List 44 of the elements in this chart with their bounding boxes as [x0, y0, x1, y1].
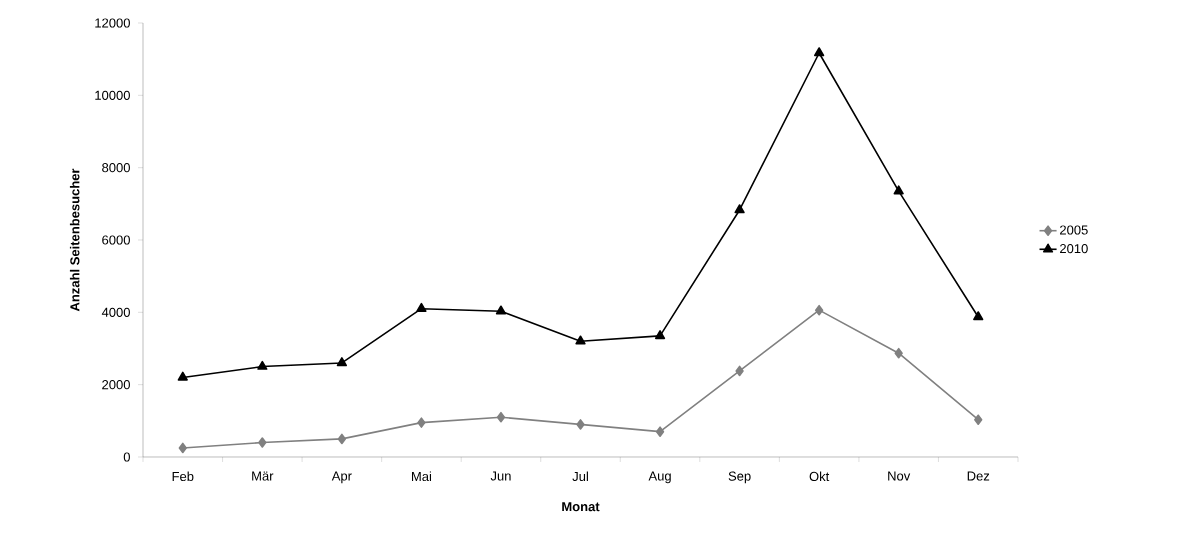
legend-label: 2010 — [1060, 243, 1088, 254]
x-tick-label: Jul — [572, 471, 588, 482]
point — [894, 347, 903, 359]
point — [734, 204, 745, 214]
point — [735, 365, 744, 377]
y-tick-label: 10000 — [95, 90, 130, 100]
point — [973, 311, 984, 321]
point — [576, 419, 585, 430]
point — [655, 426, 665, 437]
y-tick-label: 6000 — [102, 235, 130, 245]
x-tick-label: Jun — [490, 471, 511, 481]
point — [178, 442, 187, 454]
point — [337, 433, 347, 445]
y-tick-label: 4000 — [101, 307, 130, 317]
point — [496, 411, 506, 423]
x-tick-label: Mai — [412, 471, 432, 482]
point — [416, 302, 427, 313]
point — [417, 417, 426, 428]
legend-label: 2005 — [1060, 225, 1088, 235]
x-tick-label: Feb — [172, 471, 194, 482]
x-tick-label: Mär — [252, 471, 274, 481]
point — [575, 335, 586, 345]
x-tick-label: Sep — [728, 471, 751, 484]
point — [814, 304, 824, 316]
y-axis-title: Anzahl Seitenbesucher — [69, 168, 80, 312]
point — [258, 437, 267, 448]
point — [654, 330, 666, 340]
x-tick-label: Dez — [967, 471, 990, 481]
point — [177, 371, 188, 381]
x-tick-label: Aug — [648, 471, 671, 484]
point — [974, 414, 983, 426]
x-tick-label: Okt — [809, 471, 830, 482]
y-tick-label: 0 — [123, 452, 130, 462]
point — [814, 47, 825, 57]
point — [495, 305, 507, 315]
point — [257, 360, 268, 370]
x-tick-label: Nov — [888, 471, 911, 481]
point — [893, 185, 904, 195]
x-axis-title: Monat — [562, 502, 600, 512]
y-tick-label: 12000 — [95, 18, 130, 28]
x-tick-label: Apr — [331, 471, 352, 484]
y-tick-label: 2000 — [102, 380, 130, 390]
y-tick-label: 8000 — [102, 163, 130, 173]
point — [336, 357, 347, 367]
